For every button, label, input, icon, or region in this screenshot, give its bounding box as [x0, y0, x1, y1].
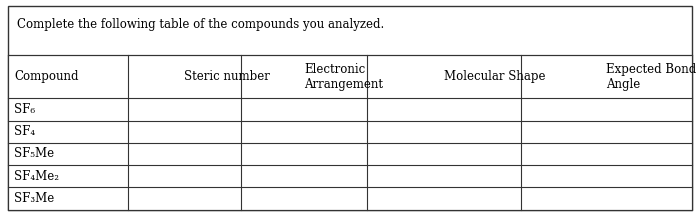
Text: SF₄: SF₄: [14, 125, 35, 138]
Text: Complete the following table of the compounds you analyzed.: Complete the following table of the comp…: [17, 18, 384, 31]
Text: SF₄Me₂: SF₄Me₂: [14, 170, 59, 183]
Text: Steric number: Steric number: [184, 70, 270, 83]
Text: SF₃Me: SF₃Me: [14, 192, 55, 205]
Text: Electronic
Arrangement: Electronic Arrangement: [304, 63, 383, 91]
Text: SF₅Me: SF₅Me: [14, 148, 54, 160]
Bar: [8, 55, 692, 210]
Text: Molecular Shape: Molecular Shape: [444, 70, 545, 83]
Text: SF₆: SF₆: [14, 103, 35, 116]
Text: Expected Bond
Angle: Expected Bond Angle: [606, 63, 696, 91]
Text: Compound: Compound: [14, 70, 78, 83]
